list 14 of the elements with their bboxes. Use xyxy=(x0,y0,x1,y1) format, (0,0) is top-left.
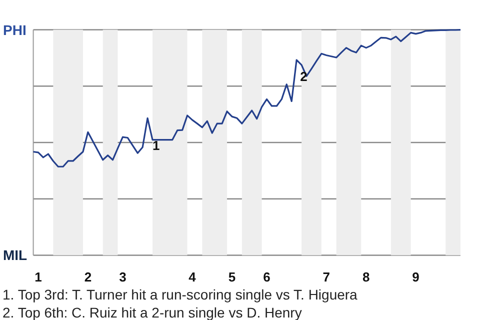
text: PHI xyxy=(2,22,26,38)
x-tick-label: 4 xyxy=(188,270,197,284)
x-tick-label: 3 xyxy=(119,270,126,284)
annotation: 1 xyxy=(152,138,160,153)
x-tick-label: 1 xyxy=(34,270,42,284)
annotation: 2 xyxy=(300,68,308,84)
text: MIL xyxy=(2,247,28,264)
x-tick-label: 6 xyxy=(263,270,270,284)
x-tick-label: 5 xyxy=(228,270,236,284)
text: 1. Top 3rd: T. Turner hit a run-scoring single vs T. Higuera xyxy=(2,286,358,302)
x-tick-label: 7 xyxy=(322,270,330,284)
x-tick-label: 8 xyxy=(362,270,370,284)
x-tick-label: 9 xyxy=(412,270,420,284)
x-tick-label: 2 xyxy=(84,270,92,284)
